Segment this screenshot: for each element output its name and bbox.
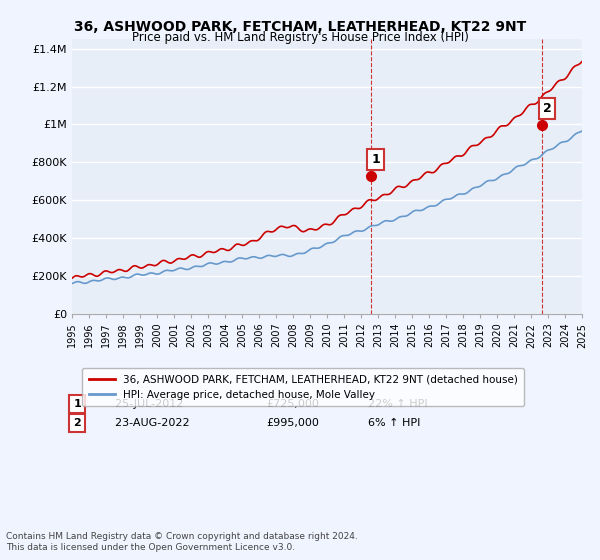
Text: 6% ↑ HPI: 6% ↑ HPI — [368, 418, 420, 428]
Text: 1: 1 — [371, 153, 380, 166]
Text: 22% ↑ HPI: 22% ↑ HPI — [368, 399, 427, 409]
Text: Contains HM Land Registry data © Crown copyright and database right 2024.
This d: Contains HM Land Registry data © Crown c… — [6, 532, 358, 552]
Text: Price paid vs. HM Land Registry's House Price Index (HPI): Price paid vs. HM Land Registry's House … — [131, 31, 469, 44]
Text: 2: 2 — [73, 418, 81, 428]
Text: 1: 1 — [73, 399, 81, 409]
Text: 25-JUL-2012: 25-JUL-2012 — [108, 399, 183, 409]
Text: £725,000: £725,000 — [266, 399, 319, 409]
Text: 2: 2 — [542, 102, 551, 115]
Text: £995,000: £995,000 — [266, 418, 319, 428]
Text: 36, ASHWOOD PARK, FETCHAM, LEATHERHEAD, KT22 9NT: 36, ASHWOOD PARK, FETCHAM, LEATHERHEAD, … — [74, 20, 526, 34]
Legend: 36, ASHWOOD PARK, FETCHAM, LEATHERHEAD, KT22 9NT (detached house), HPI: Average : 36, ASHWOOD PARK, FETCHAM, LEATHERHEAD, … — [82, 368, 524, 406]
Text: 23-AUG-2022: 23-AUG-2022 — [108, 418, 190, 428]
